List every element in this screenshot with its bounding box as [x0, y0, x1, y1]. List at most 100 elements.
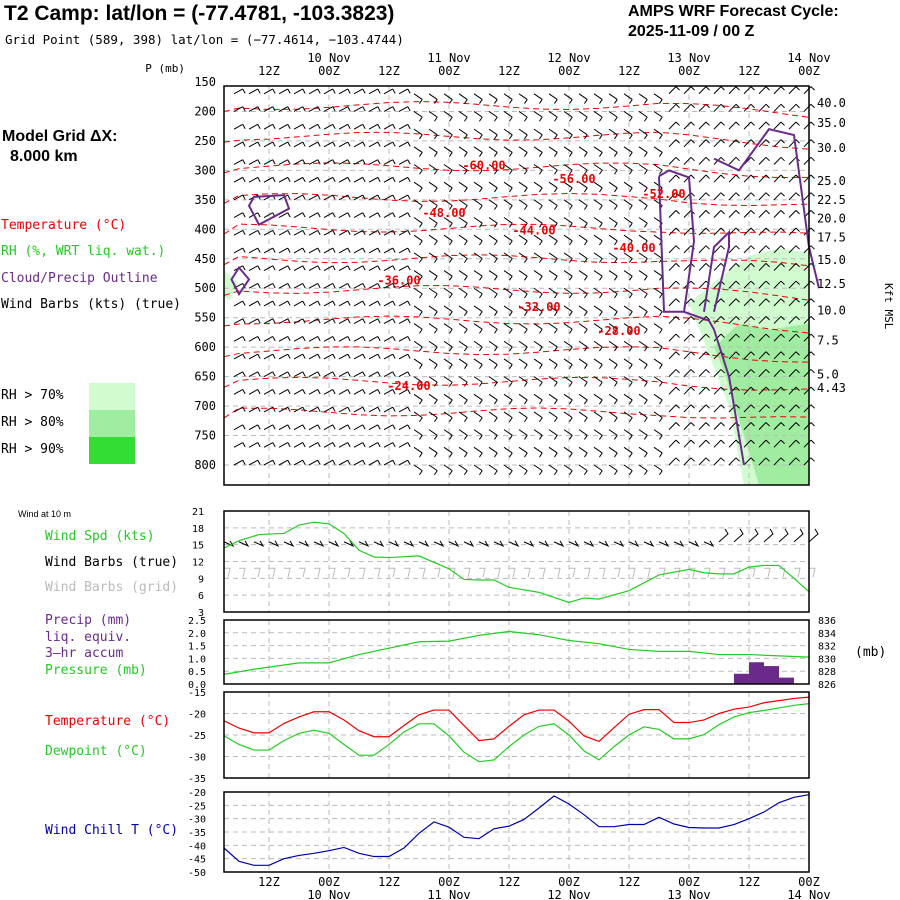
wind-barb-grid — [524, 567, 531, 578]
wind-barb — [308, 159, 321, 165]
wind-barb — [518, 199, 528, 210]
wind-barb — [743, 457, 755, 466]
wind-barb — [233, 212, 246, 218]
wind-barb — [698, 333, 710, 342]
wind-barb — [473, 252, 483, 263]
wind-barb — [533, 287, 543, 299]
wind-barb — [743, 369, 755, 377]
wind-barb — [518, 181, 528, 193]
wind-barb — [278, 442, 291, 448]
wind-barb — [578, 181, 588, 193]
wind-barb — [413, 393, 423, 405]
wc-tick-label: -20 — [188, 788, 206, 799]
pressure-tick-label: 750 — [194, 429, 216, 443]
wind-barb — [788, 457, 800, 466]
wind-barb — [638, 305, 648, 316]
wind-barb — [638, 287, 648, 299]
pressure-tick-label-right: 836 — [818, 616, 836, 627]
wind-barb — [278, 389, 291, 395]
wind-barb — [263, 424, 276, 431]
wind-barb — [338, 123, 351, 130]
wind-barb — [563, 93, 573, 104]
wind-barb — [308, 353, 321, 360]
height-tick-label: 12.5 — [817, 277, 846, 291]
wc-tick-label: -30 — [188, 815, 206, 826]
wind-barb — [473, 323, 483, 334]
wind-barb — [623, 429, 633, 440]
wind-barb — [308, 194, 321, 201]
wind-barb — [758, 121, 770, 130]
wind-barb — [458, 464, 468, 476]
wind-barb — [398, 88, 411, 95]
wind-barb — [338, 406, 351, 413]
legend-rh70-swatch — [89, 383, 135, 410]
wind-barb — [563, 217, 573, 228]
wind-barb — [773, 192, 785, 201]
wind-barb — [593, 287, 603, 299]
wind-barb-true — [418, 540, 430, 547]
wind-barb — [473, 164, 483, 175]
wind-barb — [653, 93, 663, 104]
wind-barb — [353, 282, 366, 289]
height-tick-label: 40.0 — [817, 96, 846, 110]
legend-wind10m-title: Wind at 10 m — [18, 509, 72, 519]
wind-barb — [503, 199, 513, 210]
wind-barb — [668, 369, 680, 377]
wind-barb — [803, 369, 815, 377]
wind-barb — [623, 164, 633, 175]
wind-barb — [668, 316, 680, 324]
wind-barb — [758, 386, 770, 395]
wind-barb — [683, 386, 695, 395]
temp-tick-label: -15 — [188, 688, 206, 699]
wind-barb — [668, 439, 680, 448]
wind-barb — [548, 358, 558, 369]
wind-barb — [278, 282, 291, 289]
wind-barb — [668, 139, 680, 148]
wind-barb — [563, 446, 573, 458]
wind-barb — [368, 194, 381, 201]
wind-barb-true — [628, 540, 640, 547]
wind-barb-grid — [284, 567, 291, 578]
wind-barb — [278, 300, 291, 307]
wind-barb — [263, 300, 276, 307]
wind-barb — [443, 252, 453, 263]
wind-barb-true — [388, 540, 400, 547]
wind-barb — [278, 159, 291, 165]
wind-barb — [308, 371, 321, 378]
wind-barb — [308, 282, 321, 289]
wind-barb — [338, 282, 351, 289]
wind-barb — [758, 422, 770, 430]
wind-barb — [338, 141, 351, 148]
cloud-outline — [247, 194, 291, 226]
wind-barb — [308, 176, 321, 183]
wind-barb — [638, 217, 648, 228]
legend-wind-barbs: Wind Barbs (kts) (true) — [1, 297, 182, 312]
wind-barb — [668, 245, 680, 254]
wind-barb — [593, 358, 603, 369]
wc-tick-label: -40 — [188, 841, 206, 852]
wind-barb-grid — [689, 567, 696, 578]
wind-barb — [548, 323, 558, 334]
bottom-time-tick-label: 12Z — [378, 875, 400, 889]
wind-barb — [758, 298, 770, 307]
wind-barb-true — [493, 540, 505, 547]
wind-barb — [698, 103, 710, 112]
wind-speed-line — [223, 521, 810, 604]
wind-barb — [398, 336, 411, 342]
wind-barb — [293, 247, 306, 254]
wind-barb-grid — [734, 567, 741, 578]
wind-barb — [653, 358, 663, 369]
legend-wind-speed: Wind Spd (kts) — [45, 529, 155, 544]
wind-barb — [353, 88, 366, 95]
wind-barb — [578, 464, 588, 476]
bottom-time-tick-label: 12Z — [738, 875, 760, 889]
wind-barb — [788, 351, 800, 360]
wind-barb — [353, 159, 366, 165]
wind-barb — [323, 371, 336, 378]
wind-barb — [608, 376, 618, 387]
height-tick-label: 30.0 — [817, 141, 846, 155]
wind-barb — [758, 280, 770, 289]
wind-barb — [743, 263, 755, 271]
wind-barb — [323, 406, 336, 413]
wind-barb — [788, 369, 800, 377]
